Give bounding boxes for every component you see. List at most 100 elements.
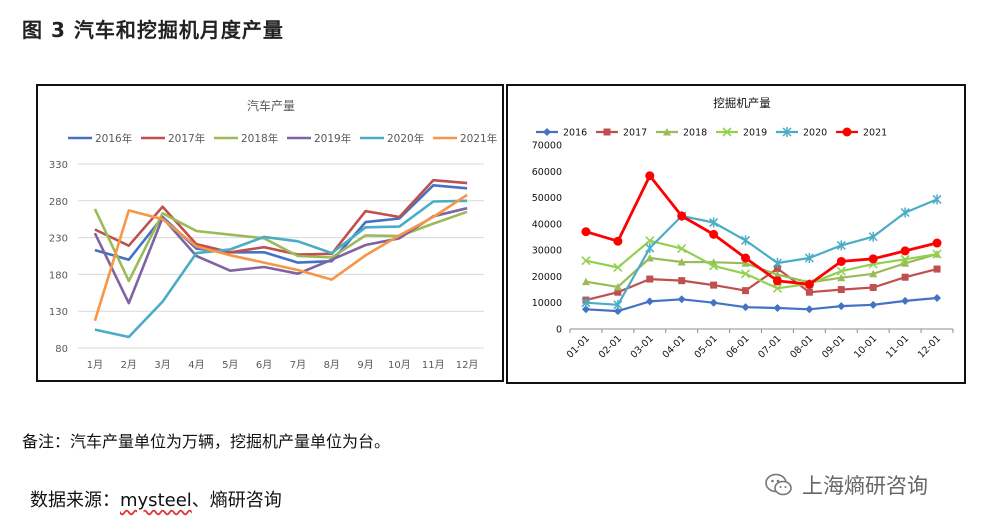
data-point-2018 — [613, 282, 622, 291]
chart-title: 挖掘机产量 — [713, 96, 771, 110]
x-tick-label: 11-01 — [884, 333, 911, 360]
data-point-2020 — [581, 297, 591, 308]
excavator-production-chart: 挖掘机产量 0 10000 20000 30000 40000 50000 60000 7000… — [532, 96, 954, 361]
data-point-2020 — [741, 235, 751, 246]
data-point-2020 — [645, 243, 655, 254]
data-point-2018 — [773, 270, 782, 279]
data-point-2016 — [805, 305, 814, 314]
data-point-2019 — [740, 269, 751, 279]
data-point-2021 — [613, 236, 623, 246]
x-tick-label: 12月 — [456, 359, 479, 371]
legend-label: 2021年 — [460, 132, 497, 145]
data-point-2019 — [932, 249, 942, 259]
data-point-2017 — [646, 275, 654, 283]
legend-label: 2019 — [743, 128, 767, 139]
data-point-2020 — [709, 217, 719, 228]
data-point-2020 — [613, 299, 623, 310]
data-point-2020 — [900, 207, 910, 218]
legend-label: 2020 — [803, 128, 827, 139]
source-brand: mysteel — [120, 490, 192, 511]
x-tick-label: 04-01 — [661, 333, 688, 360]
x-tick-label: 06-01 — [724, 333, 751, 360]
y-tick-label: 80 — [55, 344, 68, 355]
data-point-2021 — [900, 246, 910, 256]
data-point-2021 — [804, 279, 814, 289]
legend-label: 2016年 — [95, 132, 132, 145]
data-point-2018 — [901, 259, 910, 267]
series-line-2019 — [585, 239, 938, 290]
x-tick-label: 10-01 — [852, 333, 879, 360]
legend-marker — [722, 127, 732, 137]
car-production-chart: 汽车产量 80 130 180 230 280 330 1月 2月 3月 4月 5月 6月 7月 8月 9月 1… — [49, 98, 497, 371]
y-tick-label: 20000 — [532, 272, 562, 283]
y-tick-label: 70000 — [532, 141, 562, 152]
data-point-2016 — [709, 298, 718, 307]
data-point-2016 — [645, 297, 654, 306]
data-point-2018 — [581, 277, 590, 286]
data-point-2018 — [837, 273, 846, 282]
y-tick-label: 40000 — [532, 219, 562, 230]
data-point-2019 — [900, 254, 910, 264]
watermark: 上海熵研咨询 — [764, 470, 928, 500]
data-point-2016 — [901, 296, 910, 305]
x-tick-label: 12-01 — [916, 333, 943, 360]
source-prefix: 数据来源： — [30, 490, 120, 511]
data-point-2020 — [772, 258, 782, 269]
data-point-2017 — [710, 281, 718, 289]
legend-marker — [782, 127, 792, 137]
data-point-2021 — [741, 253, 751, 263]
x-tick-label: 10月 — [388, 359, 411, 371]
x-tick-label: 8月 — [324, 359, 340, 371]
excavator-production-chart-panel: 挖掘机产量 0 10000 20000 30000 40000 50000 60000 7000… — [506, 84, 966, 384]
x-tick-label: 08-01 — [788, 333, 815, 360]
legend-label: 2018 — [683, 128, 707, 139]
legend-label: 2021 — [863, 128, 887, 139]
x-tick-label: 05-01 — [692, 333, 719, 360]
data-point-2021 — [709, 229, 719, 239]
y-tick-label: 10000 — [532, 298, 562, 309]
y-tick-label: 330 — [49, 160, 68, 171]
legend-label: 2020年 — [387, 132, 424, 145]
data-point-2016 — [869, 300, 878, 309]
data-point-2016 — [837, 302, 846, 311]
legend-label: 2017 — [623, 128, 647, 139]
data-point-2020 — [932, 194, 942, 205]
data-point-2020 — [868, 231, 878, 242]
x-tick-label: 03-01 — [629, 333, 656, 360]
watermark-text: 上海熵研咨询 — [802, 474, 928, 498]
series-line-2020 — [585, 198, 938, 306]
data-point-2017 — [869, 283, 877, 291]
series-line-2017 — [585, 267, 938, 302]
legend-marker — [543, 128, 551, 136]
legend-label: 2017年 — [168, 132, 205, 145]
data-point-2019 — [613, 262, 623, 273]
y-tick-label: 230 — [49, 234, 68, 245]
data-point-2019 — [709, 261, 719, 271]
x-tick-label: 1月 — [87, 359, 103, 371]
x-tick-label: 11月 — [422, 359, 445, 371]
y-tick-label: 50000 — [532, 193, 562, 204]
x-tick-label: 2月 — [121, 359, 137, 371]
data-point-2017 — [742, 287, 750, 295]
data-point-2021 — [836, 256, 846, 266]
x-tick-label: 7月 — [290, 359, 306, 371]
legend-label: 2019年 — [314, 132, 351, 145]
x-tick-label: 6月 — [256, 359, 272, 371]
y-tick-label: 280 — [49, 197, 68, 208]
y-tick-label: 0 — [556, 325, 562, 336]
series-line-2021 — [585, 174, 938, 286]
data-point-2021 — [677, 211, 687, 221]
series-line-2020年 — [94, 199, 468, 339]
data-point-2016 — [933, 293, 942, 302]
data-point-2018 — [645, 254, 654, 262]
data-point-2018 — [869, 269, 878, 278]
x-tick-label: 01-01 — [565, 333, 592, 360]
y-tick-label: 180 — [49, 270, 68, 281]
data-point-2017 — [805, 288, 813, 296]
data-point-2019 — [677, 244, 687, 254]
data-point-2021 — [868, 254, 878, 264]
unit-note: 备注：汽车产量单位为万辆，挖掘机产量单位为台。 — [22, 432, 391, 451]
chart-title: 汽车产量 — [247, 98, 295, 113]
x-tick-label: 07-01 — [756, 333, 783, 360]
series-line-2021年 — [93, 193, 468, 322]
